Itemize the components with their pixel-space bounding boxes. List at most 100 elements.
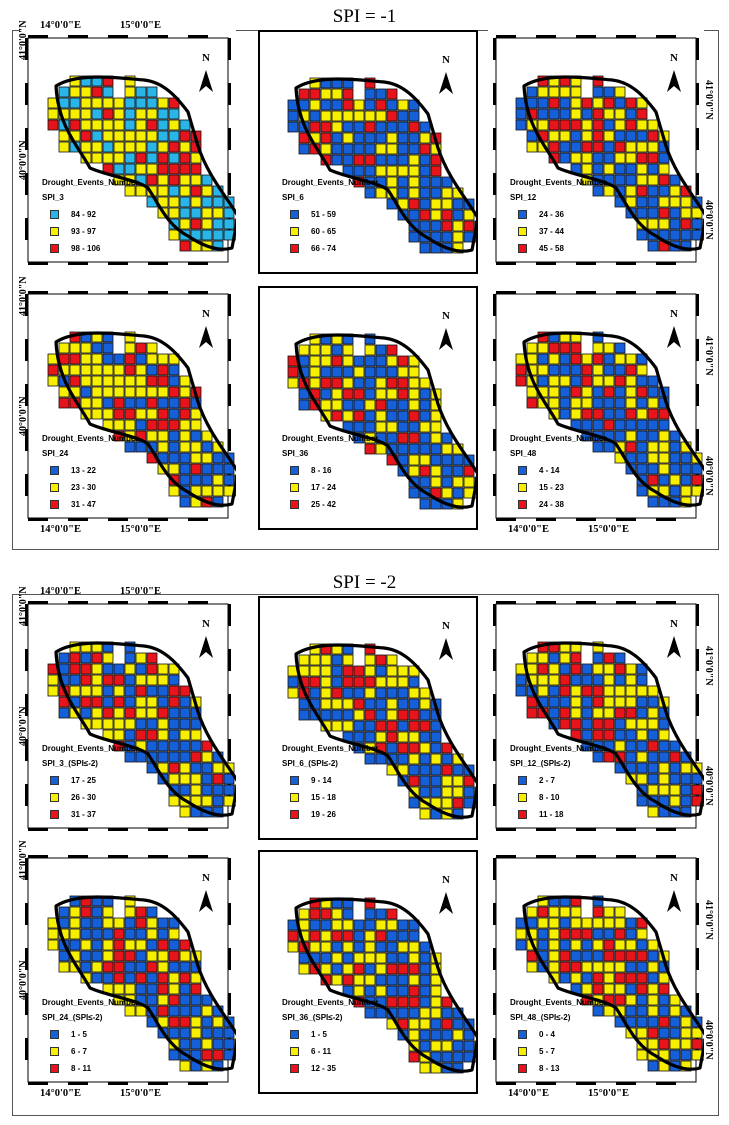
grid-cell	[146, 950, 158, 962]
grid-cell	[135, 353, 147, 365]
grid-cell	[91, 972, 103, 984]
neatline-tick	[576, 855, 596, 858]
grid-cell	[581, 386, 593, 398]
grid-cell	[581, 939, 593, 951]
grid-cell	[680, 463, 692, 475]
grid-cell	[179, 218, 191, 230]
grid-cell	[201, 463, 213, 475]
grid-cell	[559, 353, 571, 365]
grid-cell	[124, 917, 136, 929]
grid-cell	[320, 377, 332, 389]
grid-cell	[91, 928, 103, 940]
grid-cell	[680, 1016, 692, 1028]
neatline-tick	[696, 38, 699, 60]
legend-class: 0 - 4	[510, 1030, 606, 1039]
legend-index-label: SPI_3	[42, 193, 64, 202]
grid-cell	[625, 375, 637, 387]
grid-cell	[537, 652, 549, 664]
grid-cell	[124, 751, 136, 763]
grid-cell	[179, 1027, 191, 1039]
grid-cell	[559, 397, 571, 409]
grid-cell	[430, 220, 442, 232]
neatline-tick	[25, 38, 28, 60]
grid-cell	[452, 1040, 464, 1052]
longitude-label: 15°0'0"E	[120, 1088, 161, 1099]
neatline-tick	[493, 38, 496, 60]
grid-cell	[397, 941, 409, 953]
grid-cell	[581, 729, 593, 741]
legend-class: 24 - 38	[510, 500, 606, 509]
grid-cell	[179, 419, 191, 431]
legend-range: 0 - 4	[539, 1030, 556, 1039]
grid-cell	[113, 97, 125, 109]
grid-cell	[592, 707, 604, 719]
legend-range: 66 - 74	[311, 244, 336, 253]
grid-cell	[146, 364, 158, 376]
grid-cell	[91, 97, 103, 109]
grid-cell	[691, 1038, 703, 1050]
grid-cell	[570, 342, 582, 354]
grid-cell	[430, 432, 442, 444]
grid-cell	[548, 928, 560, 940]
grid-cell	[559, 108, 571, 120]
region-boundary	[54, 641, 236, 817]
grid-cell	[91, 397, 103, 409]
neatline-tick	[616, 601, 636, 604]
grid-cell	[452, 1018, 464, 1030]
grid-cell	[419, 742, 431, 754]
north-arrow-icon	[199, 70, 213, 92]
grid-cell	[353, 355, 365, 367]
grid-cell	[135, 674, 147, 686]
grid-cell	[375, 421, 387, 433]
grid-cell	[146, 97, 158, 109]
grid-cell	[658, 441, 670, 453]
legend-swatch	[50, 810, 59, 819]
grid-cell	[658, 983, 670, 995]
grid-cell	[190, 1005, 202, 1017]
grid-cell	[146, 397, 158, 409]
grid-cell	[212, 240, 224, 252]
legend-range: 60 - 65	[311, 227, 336, 236]
grid-cell	[168, 229, 180, 241]
grid-cell	[201, 174, 213, 186]
grid-cell	[625, 994, 637, 1006]
grid-cell	[201, 196, 213, 208]
grid-cell	[113, 685, 125, 697]
neatline-tick	[536, 35, 556, 38]
grid-map	[287, 638, 476, 820]
neatline-tick	[656, 291, 676, 294]
grid-cell	[331, 930, 343, 942]
grid-cell	[135, 141, 147, 153]
grid-cell	[430, 786, 442, 798]
neatline-tick	[576, 828, 596, 831]
grid-cell	[386, 143, 398, 155]
grid-cell	[430, 176, 442, 188]
north-label: N	[442, 874, 450, 886]
grid-cell	[548, 906, 560, 918]
grid-cell	[375, 399, 387, 411]
grid-cell	[680, 485, 692, 497]
grid-cell	[691, 463, 703, 475]
grid-cell	[419, 985, 431, 997]
neatline-tick	[496, 35, 516, 38]
grid-cell	[124, 397, 136, 409]
grid-cell	[386, 709, 398, 721]
grid-cell	[636, 950, 648, 962]
grid-cell	[179, 1038, 191, 1050]
grid-cell	[636, 207, 648, 219]
grid-cell	[320, 952, 332, 964]
grid-cell	[614, 729, 626, 741]
grid-map	[493, 35, 704, 265]
grid-cell	[179, 174, 191, 186]
grid-cell	[375, 665, 387, 677]
map-panel: N Drought_Events_Number SPI_24_(SPI≤-2) 1 -…	[18, 840, 236, 1099]
grid-cell	[124, 685, 136, 697]
grid-cell	[397, 753, 409, 765]
grid-cell	[342, 974, 354, 986]
legend-range: 15 - 18	[311, 793, 336, 802]
grid-cell	[408, 764, 420, 776]
grid-cell	[168, 375, 180, 387]
grid-cell	[636, 972, 648, 984]
grid-cell	[201, 452, 213, 464]
grid-cell	[570, 917, 582, 929]
